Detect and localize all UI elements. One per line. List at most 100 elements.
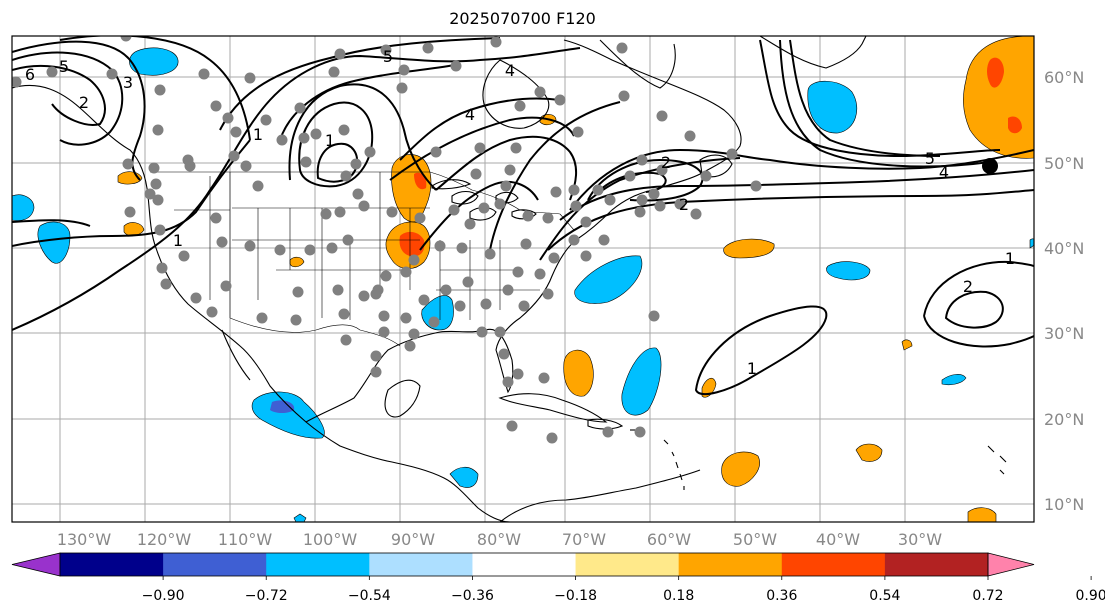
marker-point xyxy=(982,158,998,174)
station-dot xyxy=(474,142,486,154)
station-dot xyxy=(464,218,476,230)
station-dot xyxy=(440,284,452,296)
station-dot xyxy=(350,158,362,170)
station-dot xyxy=(580,216,592,228)
station-dot xyxy=(490,36,502,48)
colorbar-tick-label: 0.90 xyxy=(1076,588,1105,604)
map-frame xyxy=(11,35,1035,523)
station-dot xyxy=(428,316,440,328)
colorbar-segment xyxy=(472,553,577,576)
lon-label: 130°W xyxy=(57,530,112,549)
station-dot xyxy=(518,300,530,312)
map-title: 2025070700 F120 xyxy=(449,9,596,28)
station-dot xyxy=(616,42,628,54)
station-dot xyxy=(456,242,468,254)
station-dot xyxy=(534,268,546,280)
station-dot xyxy=(260,114,272,126)
station-dot xyxy=(690,208,702,220)
station-dot xyxy=(634,206,646,218)
station-dot xyxy=(450,60,462,72)
colorbar-segment xyxy=(60,553,164,576)
station-dot xyxy=(580,250,592,262)
station-dot xyxy=(550,186,562,198)
station-dot xyxy=(398,64,410,76)
station-dot xyxy=(422,42,434,54)
station-dot xyxy=(572,126,584,138)
station-dot xyxy=(358,290,370,302)
station-dot xyxy=(510,142,522,154)
station-dot xyxy=(290,314,302,326)
colorbar-segment xyxy=(163,553,267,576)
isolines xyxy=(12,36,1034,395)
station-dot xyxy=(190,292,202,304)
station-dot xyxy=(602,426,614,438)
station-dot xyxy=(512,266,524,278)
station-dot xyxy=(178,250,190,262)
station-dot xyxy=(684,130,696,142)
lat-label: 50°N xyxy=(1044,154,1084,173)
station-dot xyxy=(274,244,286,256)
contour-label: 1 xyxy=(325,131,335,150)
station-dot xyxy=(502,284,514,296)
contour-label: 3 xyxy=(123,73,133,92)
station-dot xyxy=(340,334,352,346)
contour-label: 2 xyxy=(963,277,973,296)
station-dot xyxy=(504,164,516,176)
colorbar-tick-label: −0.36 xyxy=(451,588,494,604)
station-dot xyxy=(568,184,580,196)
station-dot xyxy=(276,134,288,146)
colorbar-tick-label: −0.72 xyxy=(245,588,288,604)
station-dot xyxy=(538,372,550,384)
station-dot xyxy=(478,202,490,214)
station-dot xyxy=(534,86,546,98)
station-dot xyxy=(332,284,344,296)
station-dot xyxy=(122,158,134,170)
station-dot xyxy=(624,170,636,182)
station-dot xyxy=(184,160,196,172)
station-dot xyxy=(256,312,268,324)
station-dot xyxy=(152,124,164,136)
station-dot xyxy=(648,188,660,200)
station-dot xyxy=(228,150,240,162)
contour-label: 4 xyxy=(465,105,475,124)
station-dot xyxy=(160,278,172,290)
station-dot xyxy=(400,312,412,324)
station-dot xyxy=(370,366,382,378)
station-dot xyxy=(252,180,264,192)
station-dot xyxy=(106,68,118,80)
station-dot xyxy=(156,262,168,274)
station-dot xyxy=(240,160,252,172)
colorbar-tick-label: 0.54 xyxy=(869,588,900,604)
contour-label: 2 xyxy=(79,93,89,112)
station-dot xyxy=(700,170,712,182)
contour-label: 1 xyxy=(253,125,263,144)
contour-label: 4 xyxy=(939,163,949,182)
station-dot xyxy=(506,420,518,432)
station-dot xyxy=(512,368,524,380)
colorbar-left-arrow xyxy=(11,552,61,577)
station-dot xyxy=(378,326,390,338)
station-dot xyxy=(154,224,166,236)
station-dot xyxy=(570,200,582,212)
station-dot xyxy=(120,36,132,42)
station-dot xyxy=(380,44,392,56)
station-dot xyxy=(340,170,352,182)
station-dot xyxy=(46,66,58,78)
station-dot xyxy=(206,306,218,318)
lon-label: 50°W xyxy=(733,530,777,549)
station-dot xyxy=(494,198,506,210)
station-dot xyxy=(554,94,566,106)
station-dot xyxy=(408,254,420,266)
station-dot xyxy=(498,348,510,360)
lon-label: 40°W xyxy=(816,530,860,549)
longitude-labels: 130°W 120°W 110°W 100°W 90°W 80°W 70°W 60°W 50°W… xyxy=(57,530,942,549)
station-dot xyxy=(352,188,364,200)
station-dot xyxy=(618,90,630,102)
colorbar-segment xyxy=(266,553,370,576)
colorbar-frame xyxy=(59,552,989,577)
station-dot xyxy=(598,234,610,246)
latitude-labels: 60°N 50°N 40°N 30°N 20°N 10°N xyxy=(1044,68,1084,514)
lon-label: 120°W xyxy=(137,530,192,549)
contour-label: 5 xyxy=(59,57,69,76)
station-dot xyxy=(294,102,306,114)
